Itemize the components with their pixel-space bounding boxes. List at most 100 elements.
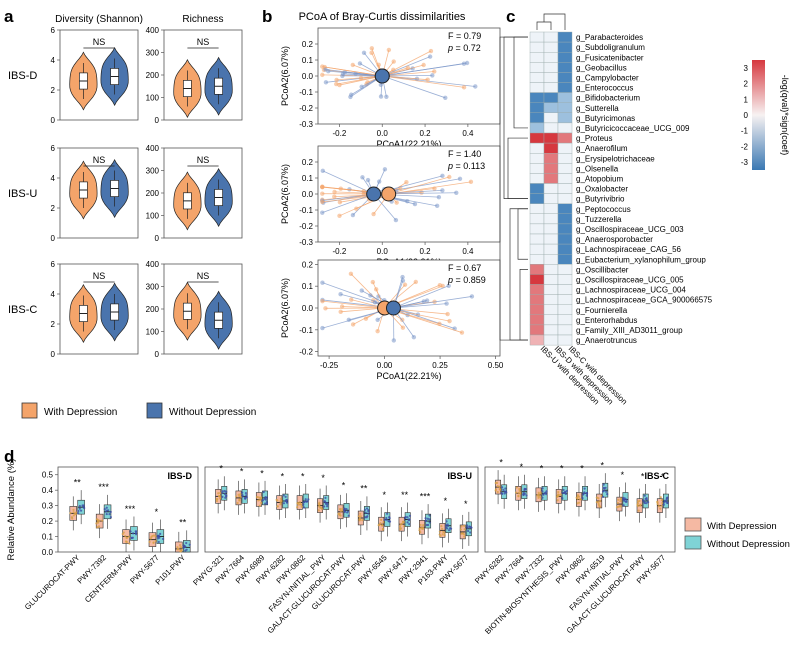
box-jitter-point <box>424 517 427 520</box>
sample-point-without-depression <box>350 212 356 218</box>
box-sig-label: * <box>383 490 387 500</box>
sample-point-without-depression <box>443 95 448 101</box>
row-dendrogram-branch <box>517 208 528 260</box>
box-jitter-point <box>342 508 346 512</box>
heatmap-cell <box>557 82 573 93</box>
box-jitter-point <box>398 525 402 528</box>
heatmap-cell <box>543 102 559 113</box>
sample-point-with-depression <box>391 59 396 64</box>
box-jitter-point <box>282 494 285 497</box>
box-jitter-point <box>597 497 600 500</box>
ytick-label: 0.0 <box>302 72 314 81</box>
box-jitter-point <box>496 490 499 494</box>
box-jitter-point <box>158 536 161 539</box>
box-jitter-point <box>150 535 153 539</box>
box-jitter-point <box>238 498 241 501</box>
sample-point-with-depression <box>334 77 339 83</box>
sample-point-without-depression <box>391 338 397 343</box>
box-sig-label: * <box>641 471 645 481</box>
box-sig-label: *** <box>420 491 431 501</box>
sample-point-with-depression <box>350 322 356 327</box>
heatmap-cell <box>543 72 559 83</box>
box-jitter-point <box>385 518 388 521</box>
box-jitter-point <box>77 512 80 515</box>
box-jitter-point <box>617 498 620 501</box>
box-jitter-point <box>408 514 412 517</box>
box-jitter-point <box>426 517 429 520</box>
box-jitter-point <box>643 501 646 505</box>
box-jitter-point <box>262 490 265 494</box>
sample-point-without-depression <box>382 167 388 172</box>
heatmap-row-label: g_Anaerotruncus <box>576 336 637 345</box>
box-jitter-point <box>343 510 346 514</box>
box-jitter-point <box>103 507 106 511</box>
pcoa-p-value: p = 0.113 <box>447 161 485 171</box>
sample-point-with-depression <box>413 279 418 285</box>
box-jitter-point <box>95 518 99 521</box>
box-jitter-point <box>541 490 544 493</box>
box-jitter-point <box>449 527 453 530</box>
sample-point-with-depression <box>400 325 406 330</box>
box-jitter-point <box>219 497 222 500</box>
ytick-label: 400 <box>146 26 160 35</box>
row-dendrogram-branch <box>507 137 528 199</box>
box-jitter-point <box>442 530 445 533</box>
box-jitter-point <box>428 514 431 517</box>
box-jitter-point <box>358 517 362 520</box>
heatmap-cell <box>557 193 573 204</box>
sample-point-without-depression <box>320 280 325 285</box>
box-sig-label: * <box>321 473 325 483</box>
sample-point-without-depression <box>444 301 449 306</box>
pcoa-xlabel: PCoA1(22.21%) <box>376 371 441 381</box>
sample-point-without-depression <box>400 278 406 283</box>
heatmap-cell <box>557 92 573 103</box>
box-jitter-point <box>275 498 278 502</box>
heatmap-cell <box>529 163 545 174</box>
box-category-label: GLUCUROCAT-PWY <box>23 552 82 611</box>
box-jitter-point <box>525 494 528 497</box>
spider-line-without-depression <box>393 307 455 329</box>
box-jitter-point <box>185 541 188 545</box>
box-jitter-point <box>304 498 307 501</box>
box-jitter-point <box>124 534 127 538</box>
box-sig-label: * <box>520 462 524 472</box>
box-jitter-point <box>498 485 501 488</box>
heatmap-row-label: g_Oxalobacter <box>576 185 628 194</box>
ytick-label: 0.0 <box>302 304 314 313</box>
heatmap-cell <box>557 122 573 134</box>
xtick-label: 0.2 <box>419 129 431 138</box>
box-jitter-point <box>662 503 665 506</box>
heatmap-cell <box>557 142 573 154</box>
box-jitter-point <box>399 527 403 530</box>
box-jitter-point <box>255 495 259 499</box>
heatmap-cell <box>543 294 559 305</box>
box-jitter-point <box>428 521 431 524</box>
box-jitter-point <box>323 505 326 508</box>
sample-point-without-depression <box>359 288 364 293</box>
box-jitter-point <box>382 521 385 524</box>
box-jitter-point <box>505 491 508 494</box>
sample-point-with-depression <box>323 306 328 311</box>
ytick-label: 4 <box>51 56 56 65</box>
heatmap-cell <box>543 274 559 285</box>
ytick-label: 300 <box>146 167 160 176</box>
heatmap-row-label: g_Subdoligranulum <box>576 43 645 52</box>
ytick-label: 0 <box>155 116 160 125</box>
ytick-label: -0.1 <box>299 206 313 215</box>
ytick-label: -0.3 <box>299 238 313 247</box>
box-jitter-point <box>130 536 133 540</box>
box-jitter-point <box>324 496 327 499</box>
sample-point-with-depression <box>348 271 354 277</box>
p-value-text: = 0.113 <box>456 161 486 171</box>
box-jitter-point <box>341 507 344 511</box>
heatmap-cell <box>529 334 545 346</box>
box-jitter-point <box>72 508 75 511</box>
heatmap-cell <box>543 122 559 134</box>
sample-point-without-depression <box>338 292 343 297</box>
sample-point-with-depression <box>320 191 325 196</box>
sample-point-without-depression <box>400 274 405 280</box>
box-jitter-point <box>404 516 407 520</box>
sample-point-with-depression <box>445 311 450 317</box>
box-jitter-point <box>601 495 605 499</box>
